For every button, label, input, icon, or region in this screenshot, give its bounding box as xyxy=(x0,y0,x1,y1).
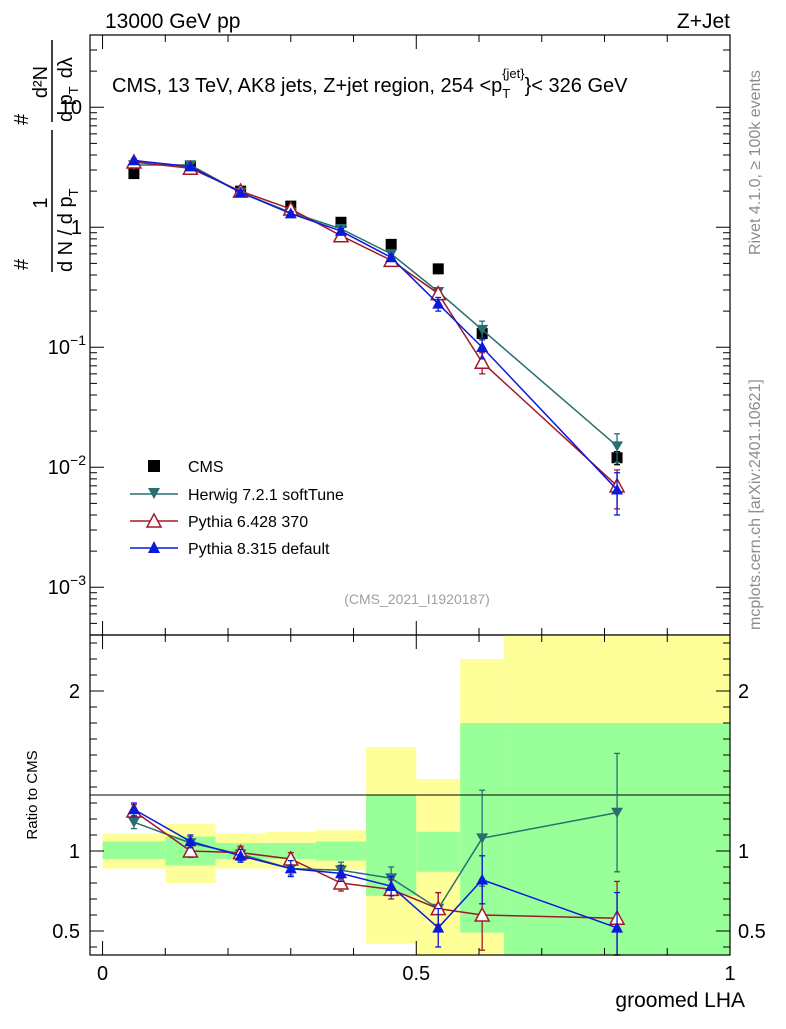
main-point xyxy=(611,441,624,452)
ylabel-num2: d²N xyxy=(30,66,52,98)
ratio-point xyxy=(332,874,350,890)
main-series-line xyxy=(133,164,618,447)
ratio-xtick-label: 0.5 xyxy=(402,963,430,985)
ratio-band-inner xyxy=(315,841,367,861)
ratio-ytick-label-right: 1 xyxy=(738,841,749,863)
ratio-ytick-label-right: 0.5 xyxy=(738,921,766,943)
main-series-line xyxy=(133,161,618,487)
ratio-xtick-label: 1 xyxy=(724,963,735,985)
legend-marker-pythia6 xyxy=(145,512,163,528)
ratio-series-2 xyxy=(127,802,624,956)
rivet-version-label: Rivet 4.1.0, ≥ 100k events xyxy=(747,70,764,255)
main-point xyxy=(234,186,247,198)
ylabel-hash-1: # xyxy=(11,258,33,270)
main-title: CMS, 13 TeV, AK8 jets, Z+jet region, 254… xyxy=(112,66,628,101)
main-point xyxy=(184,160,197,172)
ratio-ticks: 0.5 0.51 12 20 0.5 1 xyxy=(52,635,766,985)
ylabel-hash-2: # xyxy=(11,113,33,125)
ratio-ytick-label-right: 2 xyxy=(738,681,749,703)
main-plot-frame xyxy=(89,34,731,636)
ratio-point xyxy=(334,867,347,879)
legend-marker-herwig xyxy=(148,488,160,499)
ratio-band-inner xyxy=(416,831,461,872)
ratio-point xyxy=(432,921,445,933)
ylabel-one: 1 xyxy=(30,197,52,208)
ratio-point xyxy=(473,906,491,922)
ratio-point xyxy=(284,862,297,874)
main-point xyxy=(432,263,444,275)
main-series-2 xyxy=(125,153,626,510)
main-ytick-label: 10 xyxy=(60,97,82,119)
ratio-ylabel: Ratio to CMS xyxy=(24,750,41,839)
legend-entry-pythia6: Pythia 6.428 370 xyxy=(130,512,308,531)
ratio-point xyxy=(476,873,489,885)
legend-label-cms: CMS xyxy=(188,459,224,476)
legend-marker-pythia8 xyxy=(148,541,160,553)
ratio-point xyxy=(127,803,140,815)
main-ticks xyxy=(90,34,731,636)
main-ytick-label: 10−2 xyxy=(48,452,86,479)
ratio-point xyxy=(184,835,197,847)
main-point xyxy=(476,324,489,336)
main-point xyxy=(611,483,624,495)
main-point xyxy=(335,216,347,228)
ratio-series xyxy=(125,752,626,956)
main-ytick-labels: 10 1 10−1 10−2 10−3 xyxy=(48,97,86,599)
main-point xyxy=(385,238,397,250)
ylabel-den: d N / d pT xyxy=(55,188,81,272)
main-panel: 10 1 10−1 10−2 10−3 (CMS_2021_I1920187) CMS,… xyxy=(11,34,731,636)
ratio-xtick-label: 0 xyxy=(97,963,108,985)
main-point xyxy=(385,251,398,263)
legend-label-herwig: Herwig 7.2.1 softTune xyxy=(188,487,344,504)
header-left: 13000 GeV pp xyxy=(105,10,240,33)
main-point xyxy=(473,353,491,369)
header-right: Z+Jet xyxy=(677,10,730,33)
legend-label-pythia8: Pythia 8.315 default xyxy=(188,541,330,558)
ratio-point xyxy=(182,842,199,858)
ylabel-den2: d pTdλ xyxy=(55,57,81,122)
main-point xyxy=(432,297,445,309)
watermark: (CMS_2021_I1920187) xyxy=(344,591,490,607)
legend-entry-herwig: Herwig 7.2.1 softTune xyxy=(130,487,344,504)
main-point xyxy=(476,341,489,353)
legend: CMS Herwig 7.2.1 softTune Pythia 6.428 3… xyxy=(130,459,344,558)
main-point xyxy=(127,154,140,166)
ratio-point xyxy=(127,817,140,828)
main-point xyxy=(128,168,140,180)
ratio-ytick-label: 1 xyxy=(69,841,80,863)
main-ytick-label: 10−3 xyxy=(48,572,86,599)
legend-entry-pythia8: Pythia 8.315 default xyxy=(130,541,330,558)
main-ytick-label: 10−1 xyxy=(48,332,86,359)
ratio-point xyxy=(234,849,247,861)
main-series-3 xyxy=(127,154,624,516)
main-series-line xyxy=(133,159,618,491)
ratio-point xyxy=(476,833,489,844)
ratio-plot-frame xyxy=(89,634,731,956)
ratio-xlabel: groomed LHA xyxy=(615,989,745,1012)
ratio-ytick-label: 2 xyxy=(69,681,80,703)
main-point xyxy=(284,207,297,219)
main-ytick-label: 1 xyxy=(71,217,82,239)
ratio-point xyxy=(385,880,398,891)
main-series xyxy=(125,153,626,516)
mcplots-source-label: mcplots.cern.ch [arXiv:2401.10621] xyxy=(747,379,764,630)
legend-marker-cms xyxy=(148,460,160,472)
legend-label-pythia6: Pythia 6.428 370 xyxy=(188,514,308,531)
main-point xyxy=(334,225,347,236)
ratio-point xyxy=(611,807,624,818)
ratio-panel: 0.5 0.51 12 20 0.5 1 Ratio to CMS groomed LHA xyxy=(24,634,766,1012)
ratio-ytick-label: 0.5 xyxy=(52,921,80,943)
ratio-point xyxy=(611,921,624,933)
main-ylabel: # 1 d N / d pT # d²N d pTdλ xyxy=(11,40,81,272)
ratio-band-inner xyxy=(102,841,166,859)
legend-entry-cms: CMS xyxy=(148,459,224,476)
main-series-0 xyxy=(128,161,623,466)
